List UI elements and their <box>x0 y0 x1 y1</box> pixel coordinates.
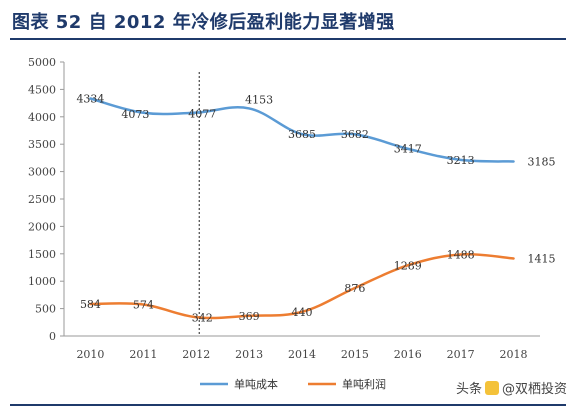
y-tick-label: 2500 <box>28 193 56 206</box>
legend-label: 单吨成本 <box>234 377 278 391</box>
data-label: 3185 <box>528 155 556 168</box>
data-label: 342 <box>192 311 213 324</box>
bottom-divider <box>10 404 566 406</box>
y-tick-label: 1500 <box>28 248 56 261</box>
y-tick-label: 500 <box>35 303 56 316</box>
watermark: 头条 @双栖投资 <box>456 378 567 397</box>
data-label: 440 <box>292 306 313 319</box>
series-line-unit-profit <box>89 252 515 320</box>
watermark-prefix: 头条 <box>456 382 483 397</box>
y-tick-label: 4000 <box>28 111 56 124</box>
data-label: 3682 <box>341 128 369 141</box>
x-tick-label: 2018 <box>500 348 528 361</box>
data-label: 584 <box>80 298 101 311</box>
y-tick-label: 2000 <box>28 220 56 233</box>
chart-header: 图表 52 自 2012 年冷修后盈利能力显著增强 <box>0 0 576 40</box>
y-tick-label: 4500 <box>28 83 56 96</box>
x-tick-label: 2013 <box>235 348 263 361</box>
x-tick-label: 2012 <box>182 348 210 361</box>
x-tick-label: 2014 <box>288 348 316 361</box>
data-label: 876 <box>344 282 365 295</box>
x-tick-label: 2010 <box>76 348 104 361</box>
data-label: 4073 <box>121 108 149 121</box>
y-tick-label: 3500 <box>28 138 56 151</box>
watermark-logo-icon <box>485 381 500 395</box>
x-tick-label: 2011 <box>129 348 157 361</box>
y-tick-label: 1000 <box>28 275 56 288</box>
data-label: 4077 <box>188 108 216 121</box>
y-tick-label: 0 <box>49 330 56 343</box>
data-label: 4153 <box>245 93 273 106</box>
watermark-handle: @双栖投资 <box>502 382 568 397</box>
data-label: 1415 <box>528 252 556 265</box>
title-divider <box>10 38 566 40</box>
x-tick-label: 2015 <box>341 348 369 361</box>
data-label: 574 <box>133 299 154 312</box>
legend-label: 单吨利润 <box>342 377 386 391</box>
y-tick-label: 3000 <box>28 166 56 179</box>
data-label: 369 <box>239 310 260 323</box>
data-label: 3213 <box>447 154 475 167</box>
data-label: 3417 <box>394 143 422 156</box>
y-tick-label: 5000 <box>28 56 56 69</box>
data-label: 1488 <box>447 248 475 261</box>
data-label: 1289 <box>394 259 422 272</box>
data-label: 4334 <box>76 92 104 105</box>
x-tick-label: 2017 <box>447 348 475 361</box>
x-tick-label: 2016 <box>394 348 422 361</box>
data-label: 3685 <box>288 128 316 141</box>
chart-title: 图表 52 自 2012 年冷修后盈利能力显著增强 <box>12 12 395 33</box>
series-line-unit-cost <box>89 97 515 163</box>
